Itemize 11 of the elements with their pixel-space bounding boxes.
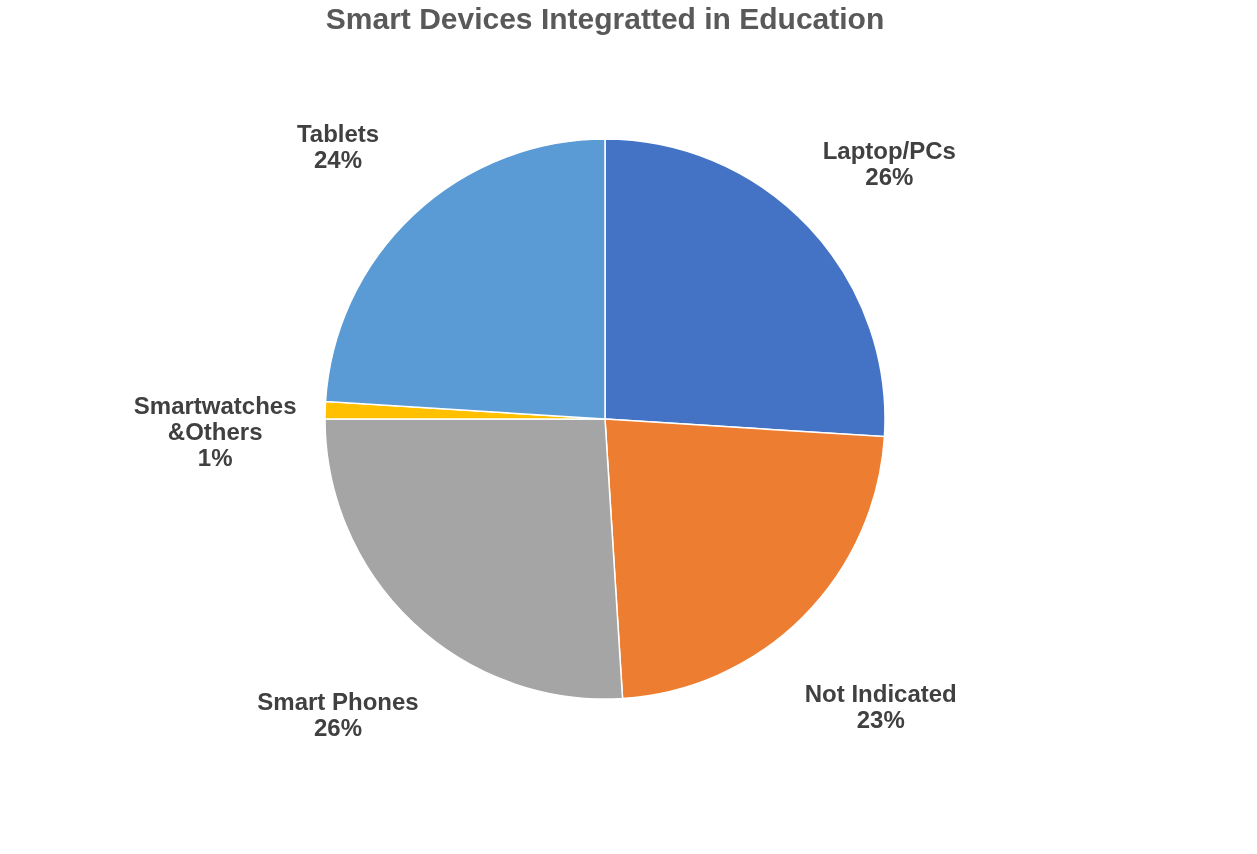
slice-label: Smart Phones [257,688,419,716]
data-label: 26% [865,163,914,191]
slice-label: Tablets [296,119,380,147]
slice-label: Smartwatches &Others [133,391,297,445]
data-label: 24% [314,145,363,173]
data-label: 26% [314,714,363,742]
slice-label: Laptop/PCs [822,137,956,165]
data-label: 23% [856,705,905,733]
slice-label: Not Indicated [804,679,957,707]
data-label: 1% [197,443,233,471]
chart-title: Smart Devices Integratted in Education [325,2,885,35]
